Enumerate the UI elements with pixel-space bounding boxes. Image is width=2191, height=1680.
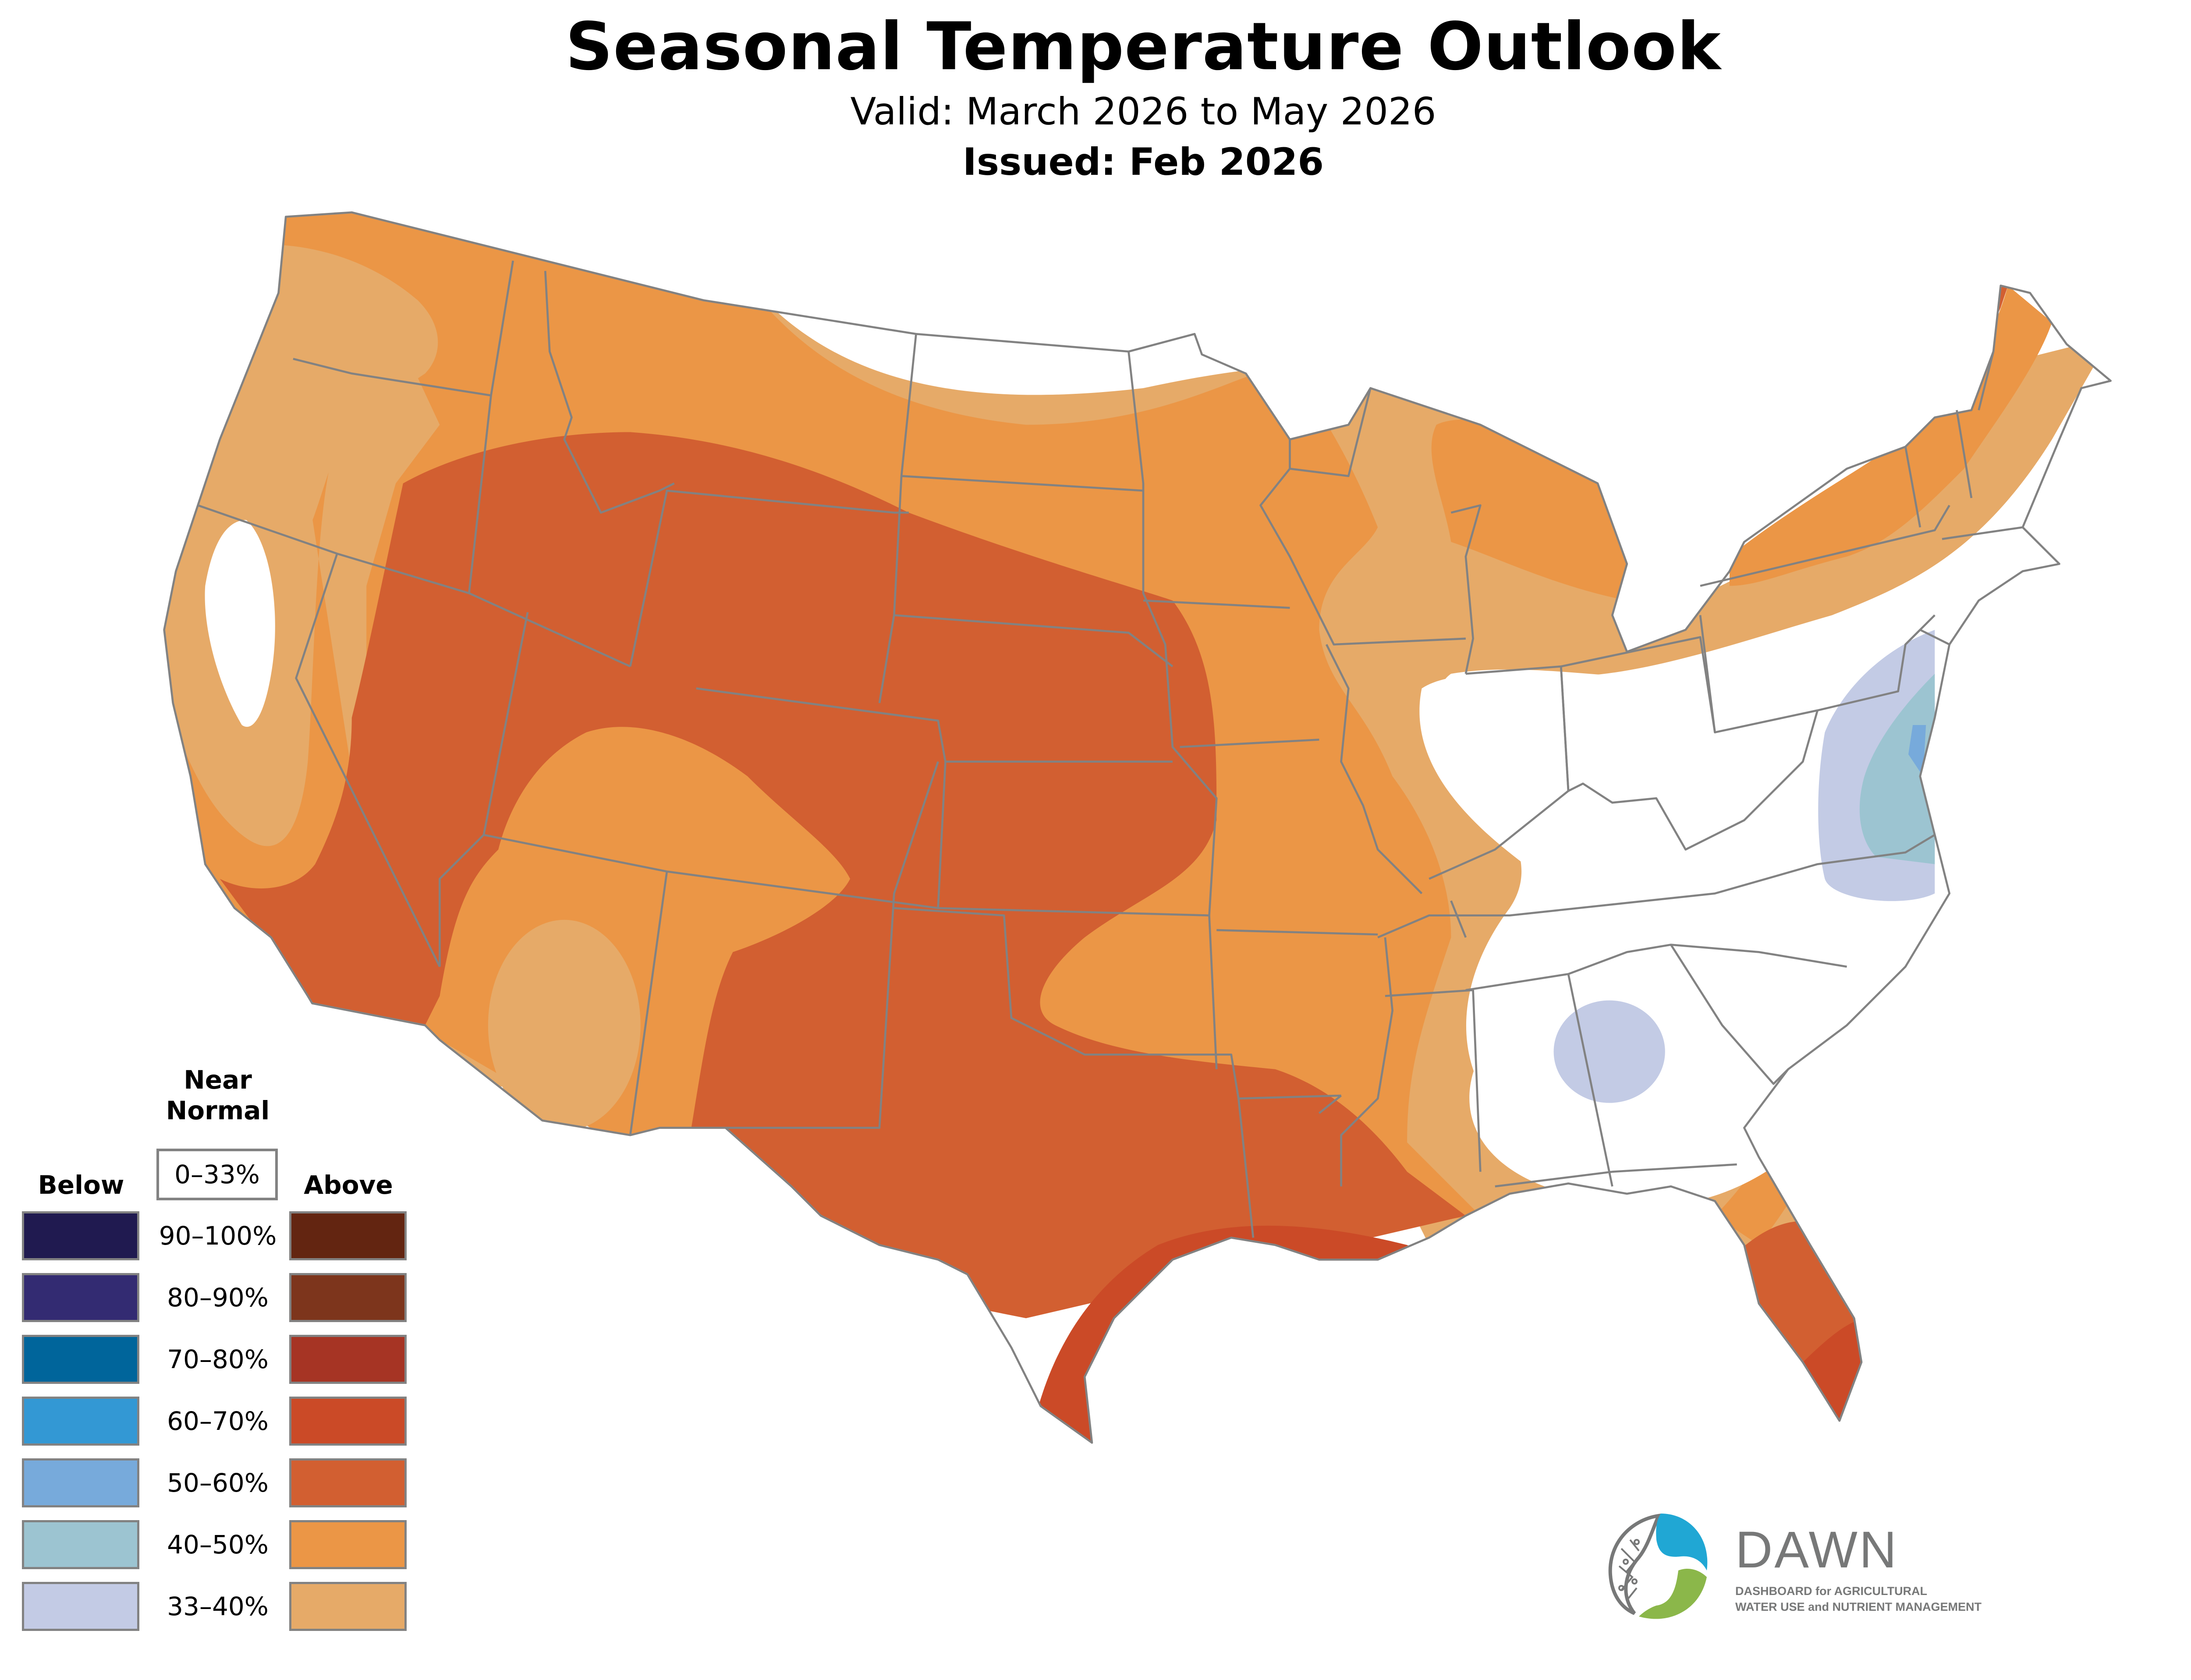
legend-near-normal-range: 0–33% <box>174 1160 260 1189</box>
legend-swatch-below-70–80% <box>22 1335 139 1384</box>
below-33-40-ga-region <box>1553 1000 1665 1103</box>
legend-swatch-above-33–40% <box>289 1582 407 1631</box>
legend-swatch-above-50–60% <box>289 1458 407 1507</box>
legend-swatch-below-40–50% <box>22 1520 139 1569</box>
logo-green-segment <box>1639 1568 1707 1619</box>
page-title: Seasonal Temperature Outlook <box>565 9 1721 85</box>
legend-below-label: Below <box>38 1170 124 1200</box>
logo-gray-segment <box>1608 1513 1662 1615</box>
legend-range-label: 50–60% <box>167 1468 269 1498</box>
near-normal-ca-region <box>205 520 275 727</box>
legend-near-normal-swatch: 0–33% <box>156 1149 278 1200</box>
legend-swatch-above-40–50% <box>289 1520 407 1569</box>
legend-range-label: 33–40% <box>167 1592 269 1621</box>
legend-above-label: Above <box>304 1170 393 1200</box>
legend-swatch-below-80–90% <box>22 1273 139 1322</box>
logo-tagline-line2: WATER USE and NUTRIENT MANAGEMENT <box>1735 1600 1982 1613</box>
legend-swatch-above-60–70% <box>289 1397 407 1446</box>
logo-tagline-line1: DASHBOARD for AGRICULTURAL <box>1735 1585 1927 1598</box>
legend-swatch-below-50–60% <box>22 1458 139 1507</box>
logo-name: DAWN <box>1735 1521 1899 1579</box>
state-borders <box>163 211 2112 1444</box>
above-33-40-az-region <box>488 920 641 1131</box>
above-50-60-region <box>220 285 2008 1406</box>
legend-near-normal-label: Near Normal <box>166 1065 270 1125</box>
below-50-60-region <box>1908 725 1926 777</box>
legend-swatch-above-90–100% <box>289 1211 407 1260</box>
legend-range-label: 60–70% <box>167 1406 269 1436</box>
legend-range-label: 40–50% <box>167 1530 269 1560</box>
above-33-40-nw-region <box>220 244 438 571</box>
logo-blue-segment <box>1656 1514 1708 1570</box>
valid-period: Valid: March 2026 to May 2026 <box>850 90 1436 134</box>
us-outline <box>163 211 2112 1444</box>
issued-date: Issued: Feb 2026 <box>962 140 1324 184</box>
dawn-logo: DAWN DASHBOARD for AGRICULTURAL WATER US… <box>1595 1500 2077 1627</box>
legend-swatch-below-60–70% <box>22 1397 139 1446</box>
above-60-70-region <box>1026 1225 1869 1443</box>
legend-range-label: 80–90% <box>167 1283 269 1312</box>
legend-swatch-below-33–40% <box>22 1582 139 1631</box>
legend-swatch-above-70–80% <box>289 1335 407 1384</box>
legend-swatch-above-80–90% <box>289 1273 407 1322</box>
legend-range-label: 90–100% <box>159 1221 277 1251</box>
legend-swatch-below-90–100% <box>22 1211 139 1260</box>
legend-range-label: 70–80% <box>167 1344 269 1374</box>
dawn-logo-mark <box>1608 1513 1708 1619</box>
below-40-50-region <box>1859 674 1935 864</box>
